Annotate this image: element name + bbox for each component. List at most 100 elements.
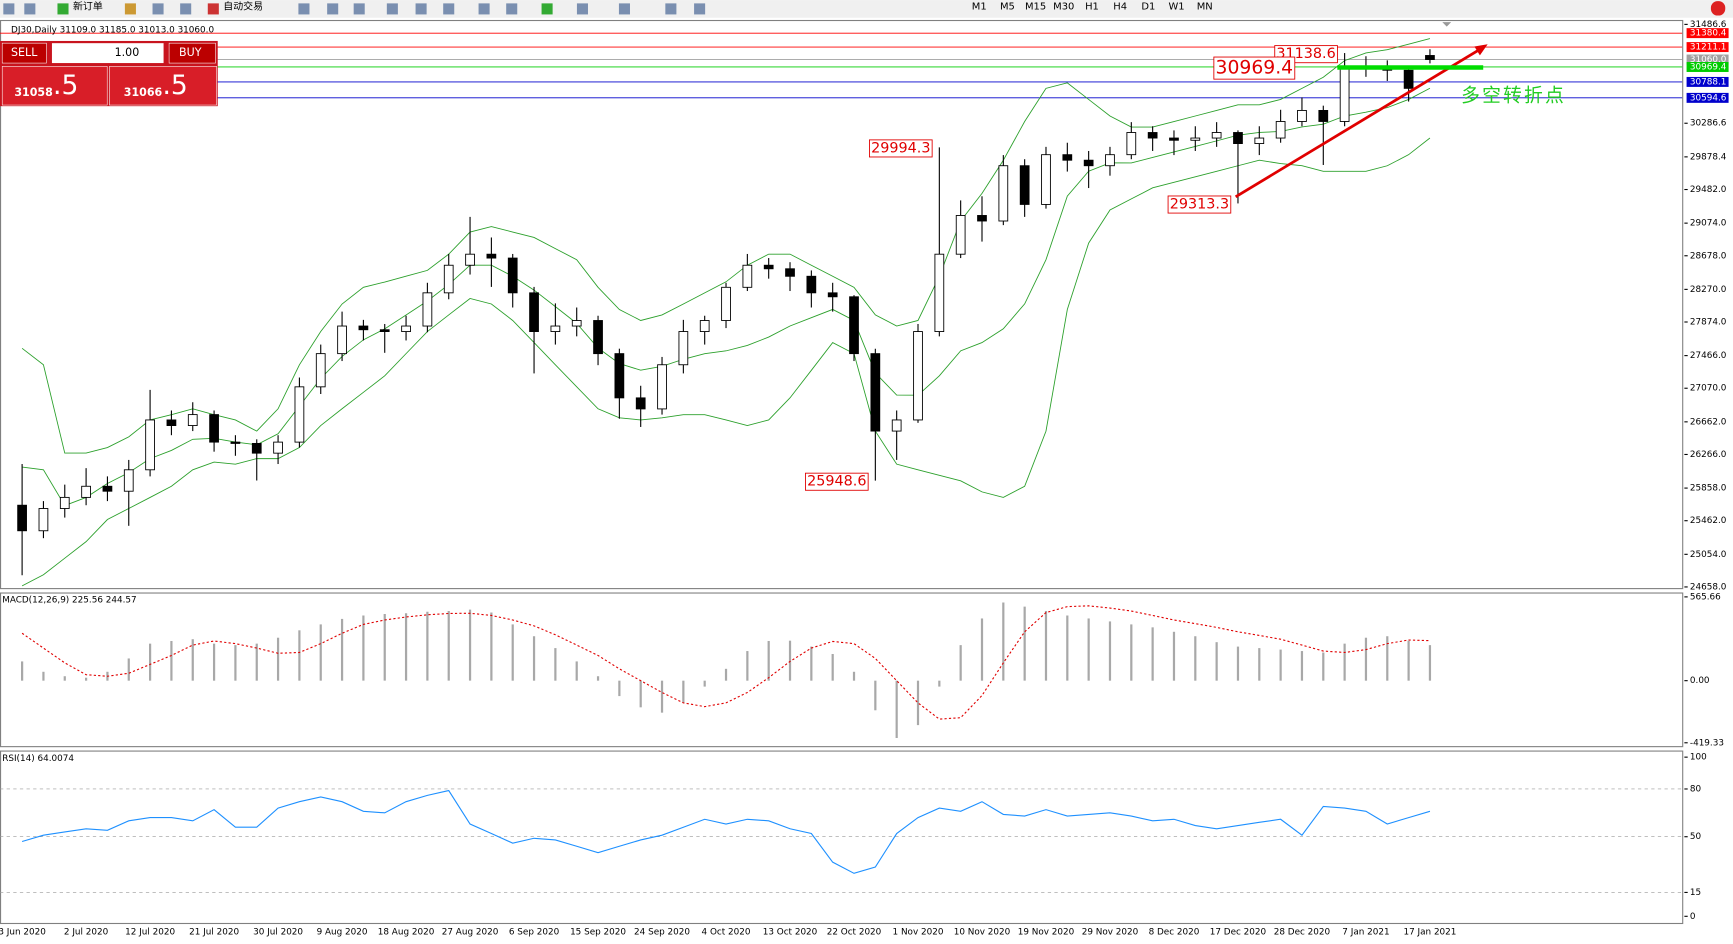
lot-value[interactable]: 1.00: [115, 46, 140, 59]
buy-price-box[interactable]: [109, 66, 217, 106]
price-level-tag: [1686, 76, 1729, 87]
sell-button[interactable]: [1, 42, 47, 64]
candle-body: [571, 320, 582, 327]
timeframe-button[interactable]: H1: [1085, 2, 1099, 13]
candle-body: [1126, 132, 1137, 156]
price-level-tag: [1686, 92, 1729, 103]
y-tick-label: 27070.0: [1690, 384, 1727, 394]
candle-body: [422, 292, 433, 327]
candle-body: [1190, 137, 1201, 141]
candle-body: [1275, 121, 1286, 139]
price-annotation: 29994.3: [871, 140, 930, 156]
buy-label[interactable]: BUY: [179, 46, 202, 59]
x-tick-label: 22 Oct 2020: [827, 927, 882, 937]
candle-body: [529, 292, 539, 332]
price-level-tag: [1686, 42, 1729, 53]
candle-body: [1083, 159, 1094, 167]
candle-body: [1062, 154, 1073, 161]
timeframe-button[interactable]: W1: [1168, 2, 1184, 13]
candle-body: [1211, 132, 1222, 139]
y-tick-label: 28270.0: [1690, 285, 1727, 295]
y-tick-label: 0: [1690, 912, 1696, 922]
price-level-label: 30594.6: [1690, 93, 1727, 103]
icon[interactable]: [665, 3, 677, 15]
candle-body: [678, 331, 689, 366]
candle-body: [294, 386, 305, 443]
lot-input[interactable]: [51, 43, 164, 64]
candle-body: [913, 331, 923, 421]
y-tick-label: 27874.0: [1690, 317, 1727, 327]
timeframe-button[interactable]: D1: [1141, 2, 1155, 13]
candle-body: [1318, 109, 1329, 122]
timeframe-button[interactable]: MN: [1197, 2, 1213, 13]
icon[interactable]: [353, 3, 365, 15]
icon[interactable]: [443, 3, 455, 15]
candle-body: [209, 414, 219, 443]
x-tick-label: 30 Jul 2020: [253, 927, 303, 937]
candle-body: [507, 257, 518, 294]
candle-body: [401, 325, 411, 332]
x-tick-label: 2 Jul 2020: [64, 927, 109, 937]
icon[interactable]: [541, 3, 553, 15]
candle-body: [849, 296, 859, 355]
annotation-box: [869, 139, 933, 158]
candle-body: [123, 469, 134, 492]
x-tick-label: 28 Dec 2020: [1274, 927, 1331, 937]
price-level-tag: [1686, 54, 1729, 65]
x-tick-label: 10 Nov 2020: [954, 927, 1011, 937]
icon[interactable]: [327, 3, 339, 15]
icon[interactable]: [57, 3, 69, 15]
x-tick-label: 19 Nov 2020: [1018, 927, 1075, 937]
icon[interactable]: [478, 3, 490, 15]
candle-body: [827, 292, 838, 298]
y-tick-label: 25054.0: [1690, 550, 1727, 560]
timeframe-button[interactable]: H4: [1113, 2, 1127, 13]
timeframe-button[interactable]: M15: [1025, 2, 1046, 13]
toolbar-button[interactable]: 新订单: [73, 0, 103, 13]
buy-button[interactable]: [168, 42, 216, 64]
candle-body: [763, 264, 774, 270]
candle-body: [166, 419, 177, 426]
y-tick-label: 50: [1690, 832, 1702, 842]
icon[interactable]: [386, 3, 398, 15]
x-tick-label: 17 Jan 2021: [1403, 927, 1456, 937]
alert-icon[interactable]: [1710, 1, 1726, 16]
icon[interactable]: [207, 3, 219, 15]
x-tick-label: 12 Jul 2020: [125, 927, 175, 937]
candle-body: [315, 353, 326, 388]
candle-body: [934, 253, 945, 332]
icon[interactable]: [618, 3, 630, 15]
timeframe-button[interactable]: M30: [1053, 2, 1074, 13]
candle-body: [635, 397, 646, 410]
sell-price-box[interactable]: [1, 66, 108, 106]
icon[interactable]: [506, 3, 518, 15]
timeframe-button[interactable]: M5: [1000, 2, 1015, 13]
y-tick-label: 28678.0: [1690, 251, 1727, 261]
icon[interactable]: [180, 3, 192, 15]
candle-body: [955, 215, 966, 255]
y-tick-label: 25462.0: [1690, 516, 1727, 526]
toolbar-button[interactable]: 自动交易: [223, 0, 263, 13]
candle-body: [337, 325, 347, 355]
candle-body: [550, 325, 561, 332]
icon[interactable]: [298, 3, 310, 15]
icon[interactable]: [3, 3, 15, 15]
icon[interactable]: [124, 3, 136, 15]
icon[interactable]: [152, 3, 164, 15]
icon[interactable]: [576, 3, 588, 15]
icon[interactable]: [694, 3, 706, 15]
candle-body: [1425, 55, 1435, 60]
sell-label[interactable]: SELL: [11, 46, 38, 59]
icon[interactable]: [415, 3, 427, 15]
x-tick-label: 13 Oct 2020: [763, 927, 818, 937]
x-tick-label: 6 Sep 2020: [509, 927, 560, 937]
y-tick-label: 100: [1690, 753, 1707, 763]
y-tick-label: 26266.0: [1690, 450, 1727, 460]
bid-fraction: .5: [53, 70, 78, 101]
icon[interactable]: [24, 3, 36, 15]
y-tick-label: 29482.0: [1690, 185, 1727, 195]
candle-body: [1254, 137, 1265, 144]
timeframe-button[interactable]: M1: [972, 2, 987, 13]
